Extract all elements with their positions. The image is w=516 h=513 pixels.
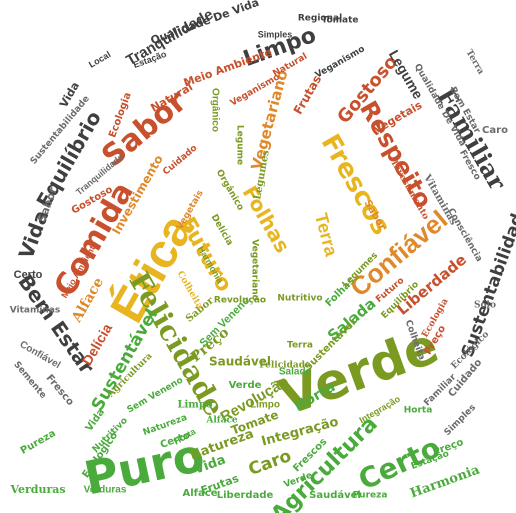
cloud-word: Regional (298, 14, 342, 24)
cloud-word: Caro (482, 125, 508, 136)
cloud-word: Local (87, 49, 112, 69)
cloud-word: Orgânico (209, 88, 220, 132)
cloud-word: Saudável (309, 489, 361, 501)
cloud-word: Terra (464, 48, 486, 76)
cloud-word: Orgânico (214, 168, 245, 213)
cloud-word: Simples (258, 29, 293, 39)
cloud-word: Tomate (322, 16, 359, 26)
cloud-word: Semente (11, 360, 48, 401)
cloud-word: Veganismo (314, 44, 367, 80)
cloud-word: Solo (474, 301, 496, 311)
cloud-word: Verduras (84, 485, 127, 496)
cloud-word: Horta (404, 406, 433, 416)
cloud-word: Consciência (445, 206, 485, 263)
cloud-word: Colheita (175, 269, 205, 311)
cloud-word: Pureza (353, 491, 388, 501)
cloud-word: Simples (443, 403, 478, 438)
cloud-word: Verduras (9, 483, 65, 496)
cloud-word: Limpo (177, 400, 212, 411)
cloud-word: Folhas (238, 182, 295, 257)
cloud-word: Terra (311, 211, 342, 259)
cloud-word: Verde (229, 380, 262, 391)
cloud-word: Sem Veneno (126, 375, 185, 415)
cloud-word: Caro (246, 446, 294, 480)
cloud-word: Pureza (19, 428, 58, 457)
cloud-word: Revolução (214, 296, 266, 306)
cloud-word: Salada (279, 367, 312, 378)
cloud-word: Limpo (250, 400, 280, 411)
cloud-word: Nutritivo (277, 294, 322, 304)
cloud-word: Liberdade (217, 490, 274, 501)
cloud-word: Vida (84, 407, 107, 434)
cloud-word: Vegetariano (250, 239, 260, 301)
cloud-word: Alface (183, 488, 218, 499)
cloud-word: Certo (14, 269, 43, 281)
cloud-word: Cuidado (161, 143, 199, 177)
cloud-word: Legume (235, 125, 245, 165)
cloud-word: Fresco (44, 373, 76, 408)
cloud-word: Terra (287, 341, 313, 351)
cloud-word: Vitaminas (10, 306, 61, 316)
cloud-word: Saudável (209, 355, 271, 369)
cloud-word: Felicidade (259, 361, 311, 371)
cloud-word: Alface (205, 416, 238, 426)
